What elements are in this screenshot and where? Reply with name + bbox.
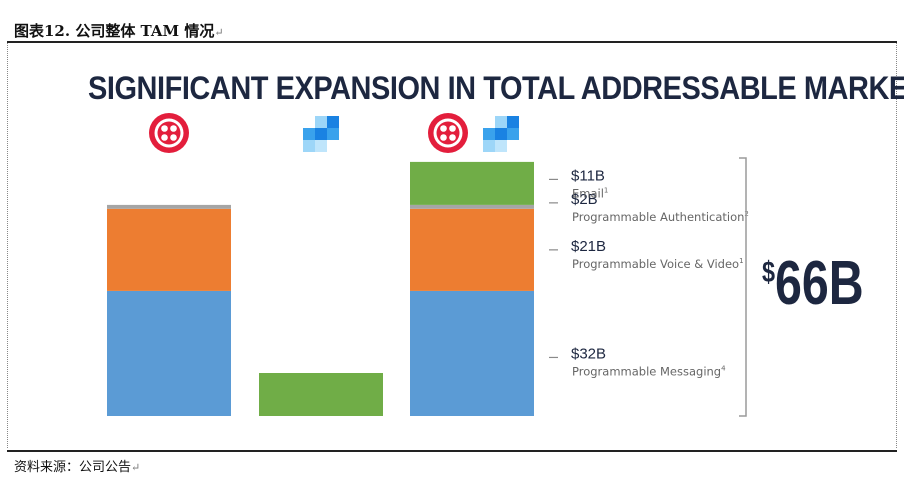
bar-twilio-programmable-authentication bbox=[107, 204, 231, 209]
sendgrid-logo-icon bbox=[303, 116, 339, 152]
source-text: 资料来源：公司公告 bbox=[14, 460, 132, 475]
caption-text: 图表12. 公司整体 TAM 情况 bbox=[14, 22, 215, 40]
source-note: 资料来源：公司公告↵ bbox=[14, 456, 140, 475]
segment-name-programmable-authentication: Programmable Authentication2 bbox=[572, 210, 749, 224]
segment-labels: $32B Programmable Messaging4 $21B Programma… bbox=[549, 167, 749, 378]
paragraph-mark-icon: ↵ bbox=[214, 26, 224, 39]
segment-value-programmable-authentication: $2B bbox=[571, 191, 598, 208]
chart-title: SIGNIFICANT EXPANSION IN TOTAL ADDRESSAB… bbox=[88, 70, 904, 106]
bottom-rule bbox=[7, 450, 897, 452]
sendgrid-logo-icon bbox=[483, 116, 519, 152]
footnote-email: 1 bbox=[604, 186, 608, 194]
top-rule bbox=[7, 41, 897, 43]
segment-name-programmable-messaging: Programmable Messaging4 bbox=[572, 364, 726, 378]
figure-frame bbox=[7, 43, 897, 448]
segment-value-programmable-voice-video: $21B bbox=[571, 238, 606, 255]
paragraph-mark-icon-2: ↵ bbox=[131, 461, 141, 474]
total-tam-value: $66B bbox=[762, 248, 864, 319]
footnote-programmable-messaging: 4 bbox=[721, 364, 726, 372]
bar-twilio-programmable-voice-video bbox=[107, 208, 231, 291]
total-dollar-sign: $ bbox=[762, 256, 776, 289]
figure-caption: 图表12. 公司整体 TAM 情况↵ bbox=[14, 20, 224, 41]
total-bracket bbox=[739, 157, 747, 417]
segment-value-programmable-messaging: $32B bbox=[571, 345, 606, 362]
segment-name-email: Email1 bbox=[572, 186, 608, 200]
segment-value-email: $11B bbox=[571, 167, 605, 184]
bar-combined-programmable-messaging bbox=[410, 290, 534, 416]
segment-name-programmable-voice-video: Programmable Voice & Video1 bbox=[572, 257, 744, 271]
twilio-logo-icon bbox=[149, 113, 189, 153]
bar-twilio-programmable-messaging bbox=[107, 290, 231, 416]
bar-sendgrid-email bbox=[259, 373, 383, 416]
twilio-logo-icon bbox=[428, 113, 468, 153]
footnote-programmable-voice-video: 1 bbox=[739, 257, 743, 265]
company-logos bbox=[149, 113, 519, 153]
total-amount: 66B bbox=[775, 249, 864, 318]
bar-combined-programmable-voice-video bbox=[410, 208, 534, 291]
bar-combined-programmable-authentication bbox=[410, 204, 534, 209]
bar-segments bbox=[107, 161, 534, 416]
bar-combined-email bbox=[410, 161, 534, 205]
